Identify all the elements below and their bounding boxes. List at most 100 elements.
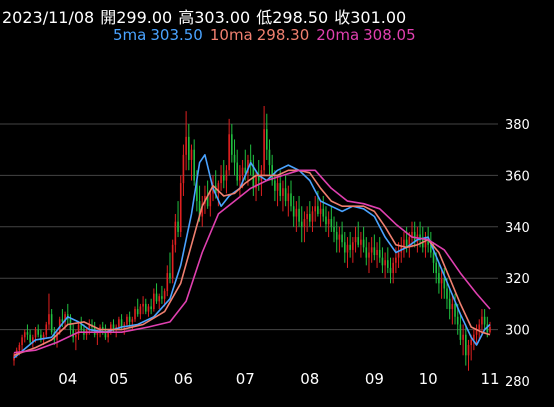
candle [249,144,252,176]
candle [271,154,273,186]
candle [338,226,341,253]
candle-body [349,244,351,250]
candle [66,303,69,325]
candle-body [225,170,228,181]
candle [292,195,295,227]
candle-body [448,298,451,310]
high-value: 303.00 [194,8,251,27]
candle [352,237,354,263]
candle [136,298,139,317]
ma-lines [13,154,491,359]
candle-body [61,319,64,322]
low-value: 298.50 [272,8,329,27]
candle-body [134,309,136,320]
candle [478,319,481,340]
candle [142,296,144,315]
candle [298,195,300,227]
x-tick-label: 05 [109,370,128,388]
candle [389,257,392,284]
candle-body [236,162,239,181]
ma20-label: 20ma [316,26,360,44]
candle-body [282,188,284,196]
candle-body [201,203,204,217]
candle [360,231,362,258]
candle-body [23,332,26,338]
candle [295,201,298,232]
candle-body [128,316,131,322]
candle-body [387,260,389,268]
ma20-legend: 20ma 308.05 [316,26,415,44]
candle-body [257,175,260,181]
candle [77,321,80,340]
candle-body [486,324,489,333]
candle-body [120,319,123,328]
candle-body [228,134,230,171]
candle [147,303,150,317]
candle-body [217,183,220,194]
candle [161,285,163,304]
candle-body [435,262,438,274]
candle-body [131,319,134,322]
candle-body [322,208,325,217]
candle-body [368,252,370,258]
candle-body [360,239,362,245]
quote-date: 2023/11/08 [2,8,95,27]
candle [187,124,190,171]
candle-body [123,324,126,328]
candle-body [438,273,440,284]
candle-body [370,247,373,253]
candle-body [298,208,300,222]
ma20-value: 308.05 [363,26,416,44]
candle [483,309,486,330]
candle-body [276,183,279,191]
candle [303,211,306,243]
quote-header: 2023/11/08 開299.00 高303.00 低298.50 收301.00 5… [2,4,554,44]
y-axis: 380 360 340 320 300 280 [505,118,530,390]
candle [263,106,265,176]
candle-body [317,206,319,214]
candle [276,175,279,207]
candle [462,324,464,356]
candle [387,247,389,274]
candle [405,226,408,253]
ma10-value: 298.30 [256,26,310,44]
candle-body [142,303,144,307]
candle [174,213,177,253]
candle-body [147,306,150,312]
candle [314,195,317,222]
candle [333,216,335,243]
candle [319,201,322,227]
candle-body [424,237,427,248]
candle [126,314,128,328]
candle [179,175,182,238]
candle [201,195,204,227]
candle-body [77,324,80,335]
candle-body [161,296,163,299]
candle-body [220,175,222,184]
candle-body [214,185,217,194]
candle-body [241,167,244,176]
candle [287,185,290,217]
candle-body [233,154,236,163]
candle-body [295,208,298,217]
candle [464,324,467,366]
candle [50,309,53,335]
candle-body [247,159,249,173]
candle [362,226,365,253]
open-value: 299.00 [116,8,173,27]
candle-body [53,332,56,340]
candle-body [26,332,29,335]
candle [335,221,338,253]
candle-body [231,134,233,155]
close-label: 收 [334,8,351,27]
candle-body [268,149,271,166]
candle [381,247,384,274]
candle-body [263,129,265,171]
x-tick-label: 09 [365,370,384,388]
candle-body [193,149,195,181]
candle-body [75,334,77,338]
candle [354,226,357,253]
candle-body [325,216,327,225]
candle-body [37,329,40,335]
